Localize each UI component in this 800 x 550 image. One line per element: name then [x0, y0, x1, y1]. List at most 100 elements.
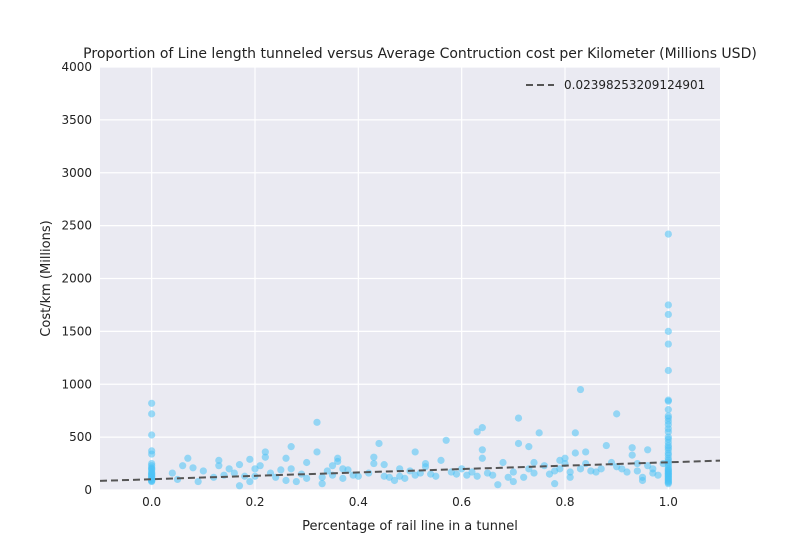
data-point — [390, 476, 399, 485]
data-point — [303, 458, 311, 467]
data-point — [189, 464, 197, 472]
data-point — [354, 472, 362, 480]
data-point — [194, 477, 202, 486]
x-tick-label: 0.6 — [452, 495, 471, 509]
data-point — [148, 410, 156, 418]
data-point — [628, 451, 636, 459]
trend-line — [99, 459, 721, 482]
y-tick-label: 3500 — [61, 113, 92, 127]
data-point — [277, 466, 285, 474]
data-point — [597, 465, 605, 473]
x-tick-label: 0.2 — [245, 495, 264, 509]
data-point — [556, 465, 564, 473]
data-point — [623, 468, 631, 476]
legend: 0.02398253209124901 — [526, 78, 705, 92]
data-point — [148, 399, 156, 407]
data-point — [370, 459, 378, 468]
data-point — [256, 462, 264, 470]
data-point — [478, 424, 486, 432]
y-tick-label: 2500 — [61, 219, 92, 233]
data-point — [225, 465, 233, 473]
chart-title: Proportion of Line length tunneled versu… — [83, 46, 757, 62]
data-points — [148, 230, 672, 490]
data-point — [168, 469, 176, 477]
y-tick-label: 2000 — [61, 272, 92, 286]
data-point — [504, 473, 512, 481]
data-point — [499, 458, 507, 467]
data-point — [282, 476, 290, 485]
y-tick-label: 500 — [69, 430, 92, 444]
x-tick-label: 1.0 — [659, 495, 678, 509]
data-point — [230, 469, 238, 477]
data-point — [148, 465, 156, 473]
x-tick-label: 0.8 — [555, 495, 574, 509]
data-point — [654, 471, 662, 479]
data-point — [246, 477, 254, 486]
data-point — [664, 310, 672, 319]
data-point — [664, 301, 672, 309]
grid-lines — [100, 66, 720, 491]
data-point — [530, 458, 538, 467]
data-point — [287, 443, 295, 451]
data-point — [261, 448, 269, 456]
y-tick-label: 3000 — [61, 166, 92, 180]
data-point — [468, 468, 476, 476]
data-point — [401, 474, 409, 482]
data-point — [473, 428, 481, 436]
data-point — [582, 459, 590, 468]
data-point — [246, 455, 254, 463]
data-point — [215, 462, 223, 470]
data-point — [664, 230, 672, 238]
data-point — [385, 473, 393, 481]
data-point — [339, 474, 347, 482]
data-point — [509, 468, 517, 476]
y-tick-label: 4000 — [61, 60, 92, 74]
data-point — [664, 480, 672, 488]
data-point — [199, 467, 207, 475]
data-point — [303, 474, 311, 482]
data-point — [566, 473, 574, 481]
data-point — [514, 439, 523, 448]
data-point — [215, 456, 223, 464]
data-point — [411, 448, 419, 456]
data-point — [582, 448, 590, 456]
data-point — [561, 454, 569, 462]
data-point — [525, 443, 533, 451]
data-point — [664, 397, 672, 405]
data-point — [437, 456, 445, 464]
data-point — [551, 480, 559, 488]
data-point — [473, 472, 481, 480]
data-point — [664, 327, 672, 335]
x-tick-labels: 0.0 0.2 0.4 0.6 0.8 1.0 — [142, 495, 678, 509]
data-point — [571, 449, 579, 457]
data-point — [566, 468, 574, 476]
y-tick-label: 1500 — [61, 324, 92, 338]
data-point — [179, 462, 187, 470]
data-point — [148, 431, 156, 439]
data-point — [664, 406, 672, 414]
data-point — [318, 480, 326, 488]
data-point — [514, 414, 523, 422]
data-point — [344, 466, 352, 474]
data-point — [535, 429, 543, 437]
y-tick-label: 1000 — [61, 377, 92, 391]
data-point — [478, 454, 486, 462]
data-point — [576, 465, 585, 473]
data-point — [602, 441, 610, 450]
data-point — [334, 457, 342, 466]
data-point — [530, 469, 538, 477]
data-point — [628, 444, 636, 452]
data-point — [235, 461, 244, 469]
data-point — [520, 473, 528, 481]
x-tick-label: 0.4 — [349, 495, 368, 509]
x-tick-label: 0.0 — [142, 495, 161, 509]
data-point — [287, 465, 295, 473]
data-point — [576, 385, 585, 394]
data-point — [173, 475, 182, 484]
data-point — [463, 471, 471, 479]
data-point — [633, 459, 641, 468]
data-point — [442, 436, 450, 444]
data-point — [644, 462, 652, 470]
data-point — [313, 418, 321, 426]
data-point — [148, 450, 156, 458]
